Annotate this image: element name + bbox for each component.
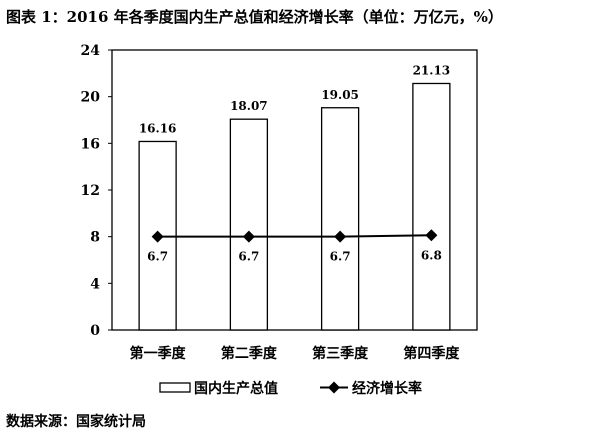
bar-data-label: 21.13 [413,63,451,77]
line-data-label: 6.7 [147,250,168,264]
line-data-label: 6.7 [238,250,259,264]
bar [320,107,360,331]
bar-data-label: 19.05 [321,88,359,102]
line-marker [334,230,347,243]
source-note: 数据来源：国家统计局 [6,414,146,430]
line-marker [151,230,164,243]
x-tick-label: 第一季度 [130,345,187,362]
line-series [157,234,432,238]
legend-bar-swatch [159,382,191,393]
chart-title: 图表 1：2016 年各季度国内生产总值和经济增长率（单位：万亿元，%） [6,8,503,26]
legend-bar-label: 国内生产总值 [194,380,278,397]
x-tick-label: 第三季度 [312,345,369,362]
line-marker [242,230,255,243]
line-data-label: 6.8 [421,248,442,262]
x-tick-label: 第二季度 [221,345,278,362]
y-tick-label: 24 [81,43,101,59]
bar-data-label: 16.16 [139,121,177,135]
legend-diamond-icon [328,381,340,394]
y-tick-label: 8 [90,230,100,246]
bar-data-label: 18.07 [230,99,268,113]
y-tick-label: 16 [81,136,100,152]
line-marker [425,229,438,242]
y-tick-label: 20 [81,90,101,106]
bar [412,82,451,331]
line-data-label: 6.7 [330,250,351,264]
bar [229,118,269,331]
y-tick-label: 12 [81,183,100,199]
y-tick-label: 4 [90,276,100,292]
x-tick-label: 第四季度 [403,345,460,362]
y-tick-label: 0 [90,323,100,339]
legend-line-label: 经济增长率 [352,380,422,397]
